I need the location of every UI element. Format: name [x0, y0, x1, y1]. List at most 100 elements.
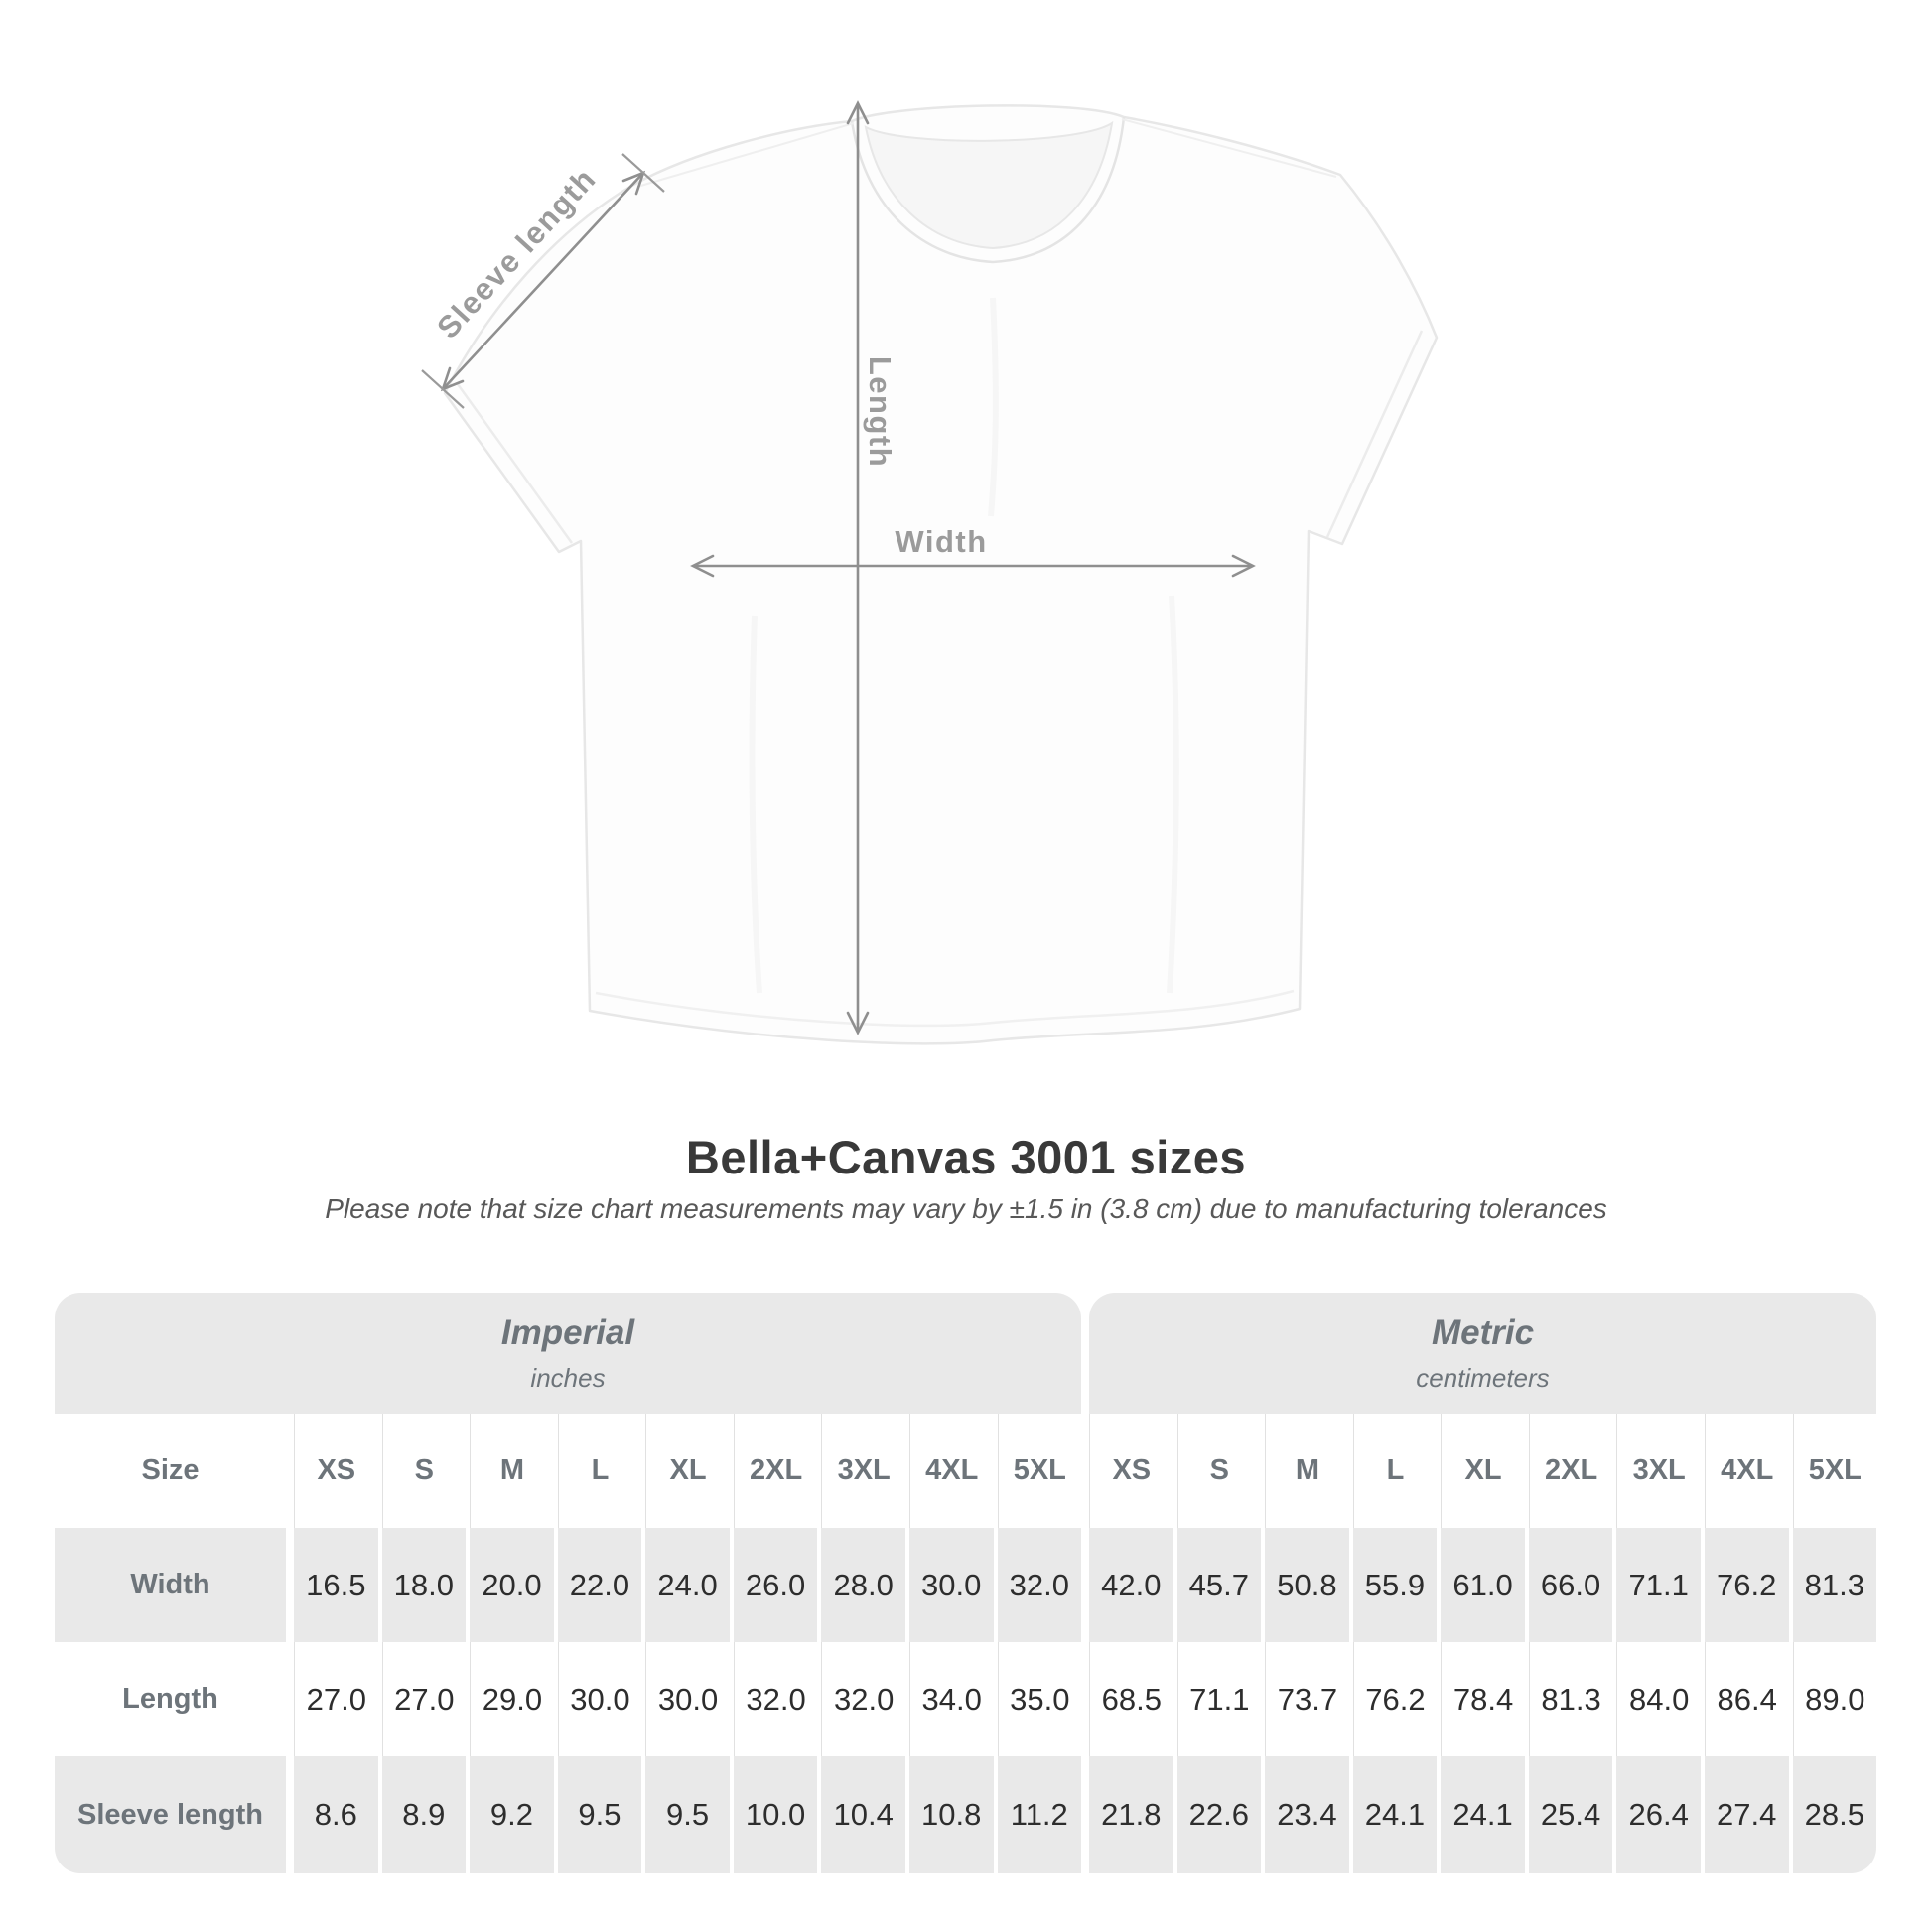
value-cell: 24.0 — [645, 1528, 730, 1642]
value-cell: 34.0 — [908, 1642, 994, 1756]
value-cell: 27.0 — [381, 1642, 467, 1756]
row-label: Sleeve length — [55, 1756, 286, 1873]
value-cell: 76.2 — [1352, 1642, 1438, 1756]
metric-size-headers: XS S M L XL 2XL 3XL 4XL 5XL — [1089, 1414, 1877, 1528]
value-cell: 10.4 — [821, 1756, 905, 1873]
value-cell: 26.0 — [733, 1528, 818, 1642]
tshirt-measurement-diagram: Length Width Sleeve length — [421, 100, 1439, 1045]
size-col-header: XS — [294, 1414, 378, 1528]
value-cell: 50.8 — [1265, 1528, 1349, 1642]
value-cell: 35.0 — [997, 1642, 1082, 1756]
imperial-unit: inches — [530, 1362, 606, 1393]
table-row-length: Length 27.0 27.0 29.0 30.0 30.0 32.0 32.… — [55, 1642, 1877, 1756]
size-col-header: 4XL — [908, 1414, 994, 1528]
value-cell: 30.0 — [908, 1528, 994, 1642]
value-cell: 22.0 — [557, 1528, 642, 1642]
size-col-header: 5XL — [1792, 1414, 1877, 1528]
value-cell: 23.4 — [1265, 1756, 1349, 1873]
value-cell: 11.2 — [997, 1756, 1082, 1873]
value-cell: 81.3 — [1792, 1528, 1877, 1642]
imperial-title: Imperial — [500, 1312, 635, 1352]
collar — [864, 120, 1114, 250]
length-label: Length — [863, 356, 897, 468]
width-arrow — [690, 554, 1256, 578]
size-col-header: L — [1352, 1414, 1438, 1528]
value-cell: 42.0 — [1089, 1528, 1173, 1642]
metric-title: Metric — [1431, 1312, 1535, 1352]
imperial-header: Imperial inches — [55, 1293, 1081, 1414]
tshirt-illustration — [443, 104, 1439, 1045]
value-cell: 28.0 — [821, 1528, 905, 1642]
value-cell: 26.4 — [1616, 1756, 1701, 1873]
value-cell: 9.5 — [557, 1756, 642, 1873]
value-cell: 9.5 — [645, 1756, 730, 1873]
size-col-header: 3XL — [1616, 1414, 1701, 1528]
value-cell: 84.0 — [1616, 1642, 1701, 1756]
value-cell: 22.6 — [1176, 1756, 1262, 1873]
length-metric-values: 68.5 71.1 73.7 76.2 78.4 81.3 84.0 86.4 … — [1089, 1642, 1877, 1756]
size-col-header: XL — [1441, 1414, 1525, 1528]
width-imperial-values: 16.5 18.0 20.0 22.0 24.0 26.0 28.0 30.0 … — [294, 1528, 1082, 1642]
size-col-header: 2XL — [733, 1414, 818, 1528]
value-cell: 29.0 — [470, 1642, 554, 1756]
value-cell: 27.0 — [294, 1642, 378, 1756]
size-col-header: S — [381, 1414, 467, 1528]
size-col-header: M — [1265, 1414, 1349, 1528]
value-cell: 81.3 — [1528, 1642, 1613, 1756]
value-cell: 10.8 — [908, 1756, 994, 1873]
value-cell: 20.0 — [470, 1528, 554, 1642]
size-col-header: 5XL — [997, 1414, 1082, 1528]
value-cell: 71.1 — [1176, 1642, 1262, 1756]
value-cell: 9.2 — [470, 1756, 554, 1873]
value-cell: 32.0 — [821, 1642, 905, 1756]
size-col-header: XL — [645, 1414, 730, 1528]
width-label: Width — [895, 524, 987, 559]
value-cell: 18.0 — [381, 1528, 467, 1642]
imperial-size-headers: XS S M L XL 2XL 3XL 4XL 5XL — [294, 1414, 1082, 1528]
sleeve-length-arrow — [421, 153, 665, 409]
size-header-label: Size — [55, 1414, 286, 1528]
size-table: Imperial inches Metric centimeters Size … — [55, 1293, 1877, 1873]
value-cell: 25.4 — [1528, 1756, 1613, 1873]
metric-unit: centimeters — [1416, 1362, 1550, 1393]
value-cell: 32.0 — [997, 1528, 1082, 1642]
value-cell: 28.5 — [1792, 1756, 1877, 1873]
size-col-header: S — [1176, 1414, 1262, 1528]
value-cell: 76.2 — [1704, 1528, 1789, 1642]
size-col-header: 4XL — [1704, 1414, 1789, 1528]
size-col-header: 2XL — [1528, 1414, 1613, 1528]
size-col-header: 3XL — [821, 1414, 905, 1528]
value-cell: 8.9 — [381, 1756, 467, 1873]
width-metric-values: 42.0 45.7 50.8 55.9 61.0 66.0 71.1 76.2 … — [1089, 1528, 1877, 1642]
value-cell: 32.0 — [733, 1642, 818, 1756]
value-cell: 68.5 — [1089, 1642, 1173, 1756]
unit-header-row: Imperial inches Metric centimeters — [55, 1293, 1876, 1414]
value-cell: 16.5 — [294, 1528, 378, 1642]
sleeve-imperial-values: 8.6 8.9 9.2 9.5 9.5 10.0 10.4 10.8 11.2 — [294, 1756, 1082, 1873]
page-title: Bella+Canvas 3001 sizes — [685, 1131, 1247, 1183]
value-cell: 8.6 — [294, 1756, 378, 1873]
value-cell: 21.8 — [1089, 1756, 1173, 1873]
value-cell: 86.4 — [1704, 1642, 1789, 1756]
metric-header: Metric centimeters — [1089, 1293, 1876, 1414]
value-cell: 66.0 — [1528, 1528, 1613, 1642]
size-col-header: XS — [1089, 1414, 1173, 1528]
value-cell: 10.0 — [733, 1756, 818, 1873]
value-cell: 30.0 — [557, 1642, 642, 1756]
table-row-width: Width 16.5 18.0 20.0 22.0 24.0 26.0 28.0… — [55, 1528, 1877, 1642]
size-header-row: Size XS S M L XL 2XL 3XL 4XL 5XL XS S M … — [55, 1414, 1877, 1528]
value-cell: 45.7 — [1176, 1528, 1262, 1642]
tolerance-note: Please note that size chart measurements… — [325, 1193, 1607, 1224]
length-imperial-values: 27.0 27.0 29.0 30.0 30.0 32.0 32.0 34.0 … — [294, 1642, 1082, 1756]
length-arrow — [846, 100, 870, 1035]
size-col-header: M — [470, 1414, 554, 1528]
row-label: Width — [55, 1528, 286, 1642]
table-row-sleeve-length: Sleeve length 8.6 8.9 9.2 9.5 9.5 10.0 1… — [55, 1756, 1877, 1873]
value-cell: 89.0 — [1792, 1642, 1877, 1756]
value-cell: 24.1 — [1441, 1756, 1525, 1873]
value-cell: 55.9 — [1352, 1528, 1438, 1642]
row-label: Length — [55, 1642, 286, 1756]
value-cell: 78.4 — [1441, 1642, 1525, 1756]
sleeve-metric-values: 21.8 22.6 23.4 24.1 24.1 25.4 26.4 27.4 … — [1089, 1756, 1877, 1873]
value-cell: 30.0 — [645, 1642, 730, 1756]
